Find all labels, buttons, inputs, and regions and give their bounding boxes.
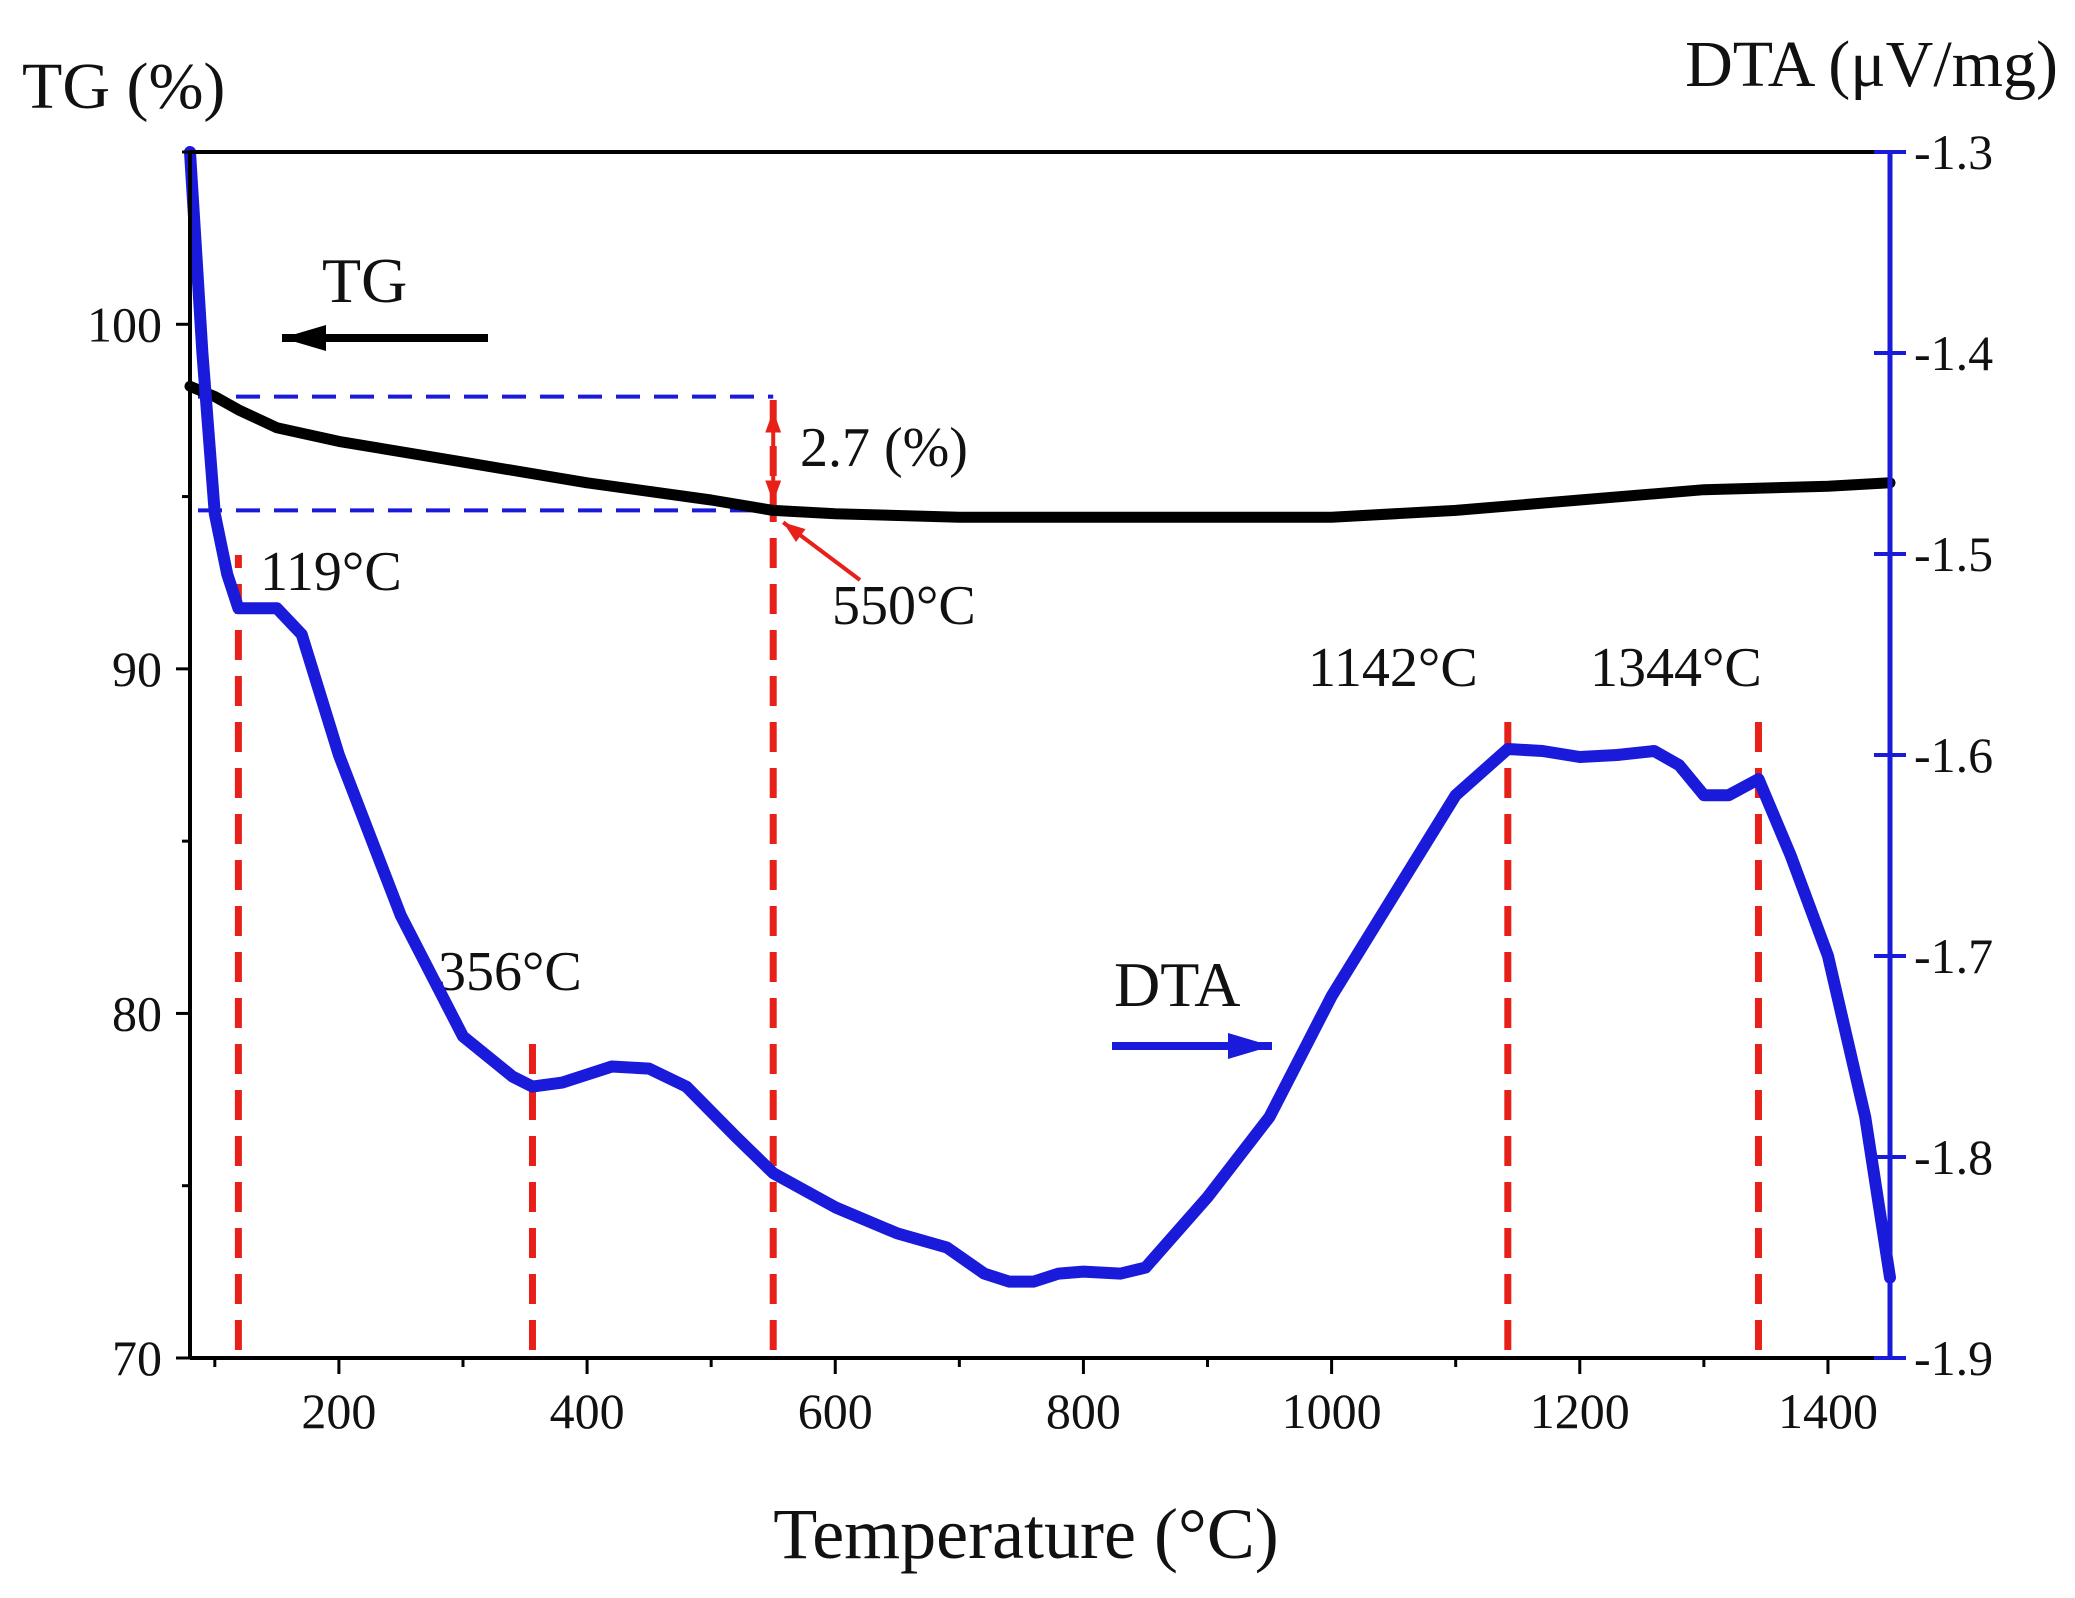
y-right-tick-label: -1.5 xyxy=(1914,526,1993,582)
y-right-tick-label: -1.8 xyxy=(1914,1129,1993,1185)
temp-550-pointer xyxy=(782,520,862,582)
x-axis-title: Temperature (°C) xyxy=(773,1494,1279,1574)
peak-label-1344: 1344°C xyxy=(1590,637,1762,699)
peak-label-1142: 1142°C xyxy=(1308,637,1478,699)
y-right-tick-label: -1.6 xyxy=(1914,727,1993,783)
series-line-tg xyxy=(184,380,1896,523)
tg-curve-label: TG xyxy=(322,245,407,316)
peak-label-356: 356°C xyxy=(438,941,582,1003)
y-left-tick-label: 80 xyxy=(112,985,162,1041)
x-tick-label: 200 xyxy=(301,1383,376,1439)
x-tick-label: 800 xyxy=(1046,1383,1121,1439)
x-tick-label: 600 xyxy=(798,1383,873,1439)
y-left-axis-title: TG (%) xyxy=(22,50,225,123)
dta-curve-label: DTA xyxy=(1114,949,1240,1020)
y-right-tick-label: -1.4 xyxy=(1914,325,1993,381)
mass-loss-label: 2.7 (%) xyxy=(800,417,968,479)
series-line-dta xyxy=(184,146,1896,1288)
y-left-tick-label: 70 xyxy=(112,1330,162,1386)
x-tick-label: 1000 xyxy=(1282,1383,1382,1439)
y-right-tick-label: -1.9 xyxy=(1914,1330,1993,1386)
x-tick-label: 400 xyxy=(550,1383,625,1439)
y-left-tick-label: 90 xyxy=(112,641,162,697)
peak-label-550: 550°C xyxy=(832,575,976,637)
y-left-tick-label: 100 xyxy=(87,296,162,352)
x-tick-label: 1200 xyxy=(1530,1383,1630,1439)
y-right-tick-label: -1.7 xyxy=(1914,928,1993,984)
x-tick-label: 1400 xyxy=(1778,1383,1878,1439)
peak-label-119: 119°C xyxy=(260,541,402,603)
y-right-axis-title: DTA (μV/mg) xyxy=(1685,28,2058,101)
y-right-tick-label: -1.3 xyxy=(1914,124,1993,180)
